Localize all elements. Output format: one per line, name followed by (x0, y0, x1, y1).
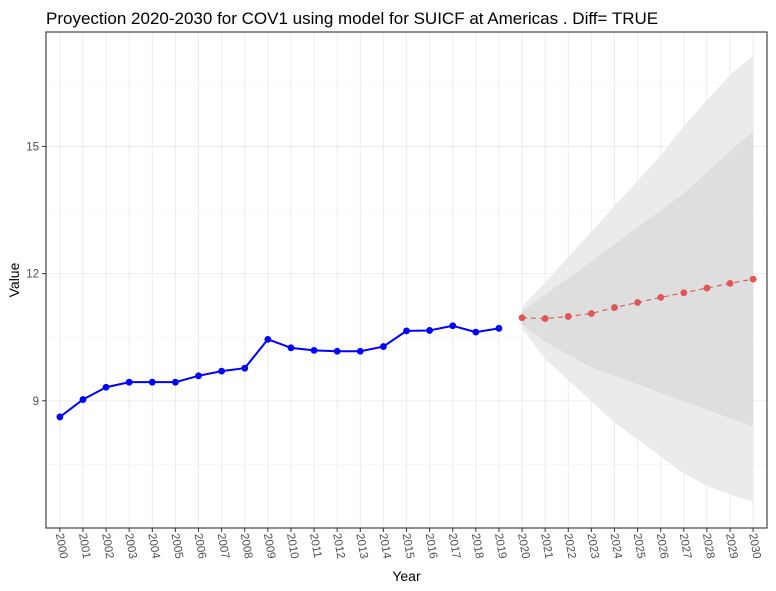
historical-point (287, 344, 295, 352)
x-tick-label: 2007 (215, 532, 231, 559)
historical-point (102, 383, 110, 391)
x-tick-label: 2026 (654, 532, 670, 559)
x-tick-label: 2019 (492, 532, 508, 559)
forecast-point (587, 310, 595, 317)
historical-point (148, 378, 156, 386)
x-tick-label: 2017 (446, 532, 462, 559)
x-tick-label: 2029 (723, 532, 739, 559)
forecast-point (703, 284, 711, 292)
historical-point (495, 324, 503, 332)
historical-line (59, 324, 500, 418)
forecast-point (749, 275, 757, 283)
x-tick-label: 2030 (746, 532, 762, 559)
x-axis-title: Year (392, 568, 421, 584)
y-axis-title: Value (6, 262, 22, 297)
forecast-point (726, 279, 734, 287)
x-tick-label: 2014 (376, 532, 392, 560)
historical-point (79, 396, 87, 403)
x-tick-label: 2016 (423, 532, 439, 559)
historical-point (449, 322, 457, 330)
x-tick-label: 2023 (584, 532, 600, 559)
x-tick-label: 2021 (538, 532, 554, 559)
historical-point (310, 346, 318, 354)
x-tick-label: 2022 (561, 532, 577, 559)
forecast-point (518, 314, 526, 322)
x-tick-label: 2027 (677, 532, 693, 559)
x-tick-label: 2015 (400, 532, 416, 559)
historical-point (56, 413, 64, 421)
historical-point (379, 343, 387, 350)
x-tick-label: 2000 (53, 532, 69, 559)
historical-point (403, 327, 410, 335)
historical-point (264, 335, 272, 343)
x-tick-label: 2011 (307, 532, 323, 558)
x-tick-label: 2025 (631, 532, 647, 559)
x-tick-label: 2013 (353, 532, 369, 559)
forecast-point (680, 289, 688, 297)
x-tick-label: 2005 (168, 532, 184, 559)
x-tick-label: 2010 (284, 532, 300, 559)
x-tick-label: 2020 (515, 532, 531, 559)
historical-point (195, 372, 202, 380)
x-tick-label: 2001 (76, 532, 92, 559)
historical-point (218, 367, 226, 375)
y-tick-label: 15 (26, 141, 39, 153)
historical-point (172, 378, 179, 386)
forecast-point (541, 315, 549, 322)
x-tick-label: 2009 (261, 532, 277, 559)
x-tick-label: 2004 (145, 532, 161, 560)
historical-point (125, 378, 133, 386)
x-tick-label: 2024 (608, 532, 624, 560)
y-tick-label: 9 (33, 396, 39, 408)
plot-area: 9 12 15 2000 2001 2002 2003 2004 2005 2006 2007 200… (26, 31, 768, 560)
forecast-point (611, 304, 618, 311)
historical-point (426, 327, 434, 334)
x-tick-label: 2003 (122, 532, 138, 559)
x-tick-label: 2002 (99, 532, 115, 559)
x-tick-label: 2028 (700, 532, 716, 559)
historical-point (333, 347, 341, 355)
historical-point (241, 364, 249, 372)
chart-title: Proyection 2020-2030 for COV1 using mode… (46, 9, 658, 28)
x-tick-label: 2018 (469, 532, 485, 559)
forecast-point (564, 313, 572, 320)
forecast-point (657, 293, 665, 301)
x-tick-label: 2012 (330, 532, 346, 559)
historical-point (356, 347, 364, 355)
x-tick-label: 2008 (238, 532, 254, 559)
forecast-point (634, 299, 641, 306)
x-tick-label: 2006 (192, 532, 208, 559)
forecast-band-inner (522, 131, 754, 427)
y-tick-label: 12 (26, 269, 39, 281)
historical-point (472, 328, 480, 336)
